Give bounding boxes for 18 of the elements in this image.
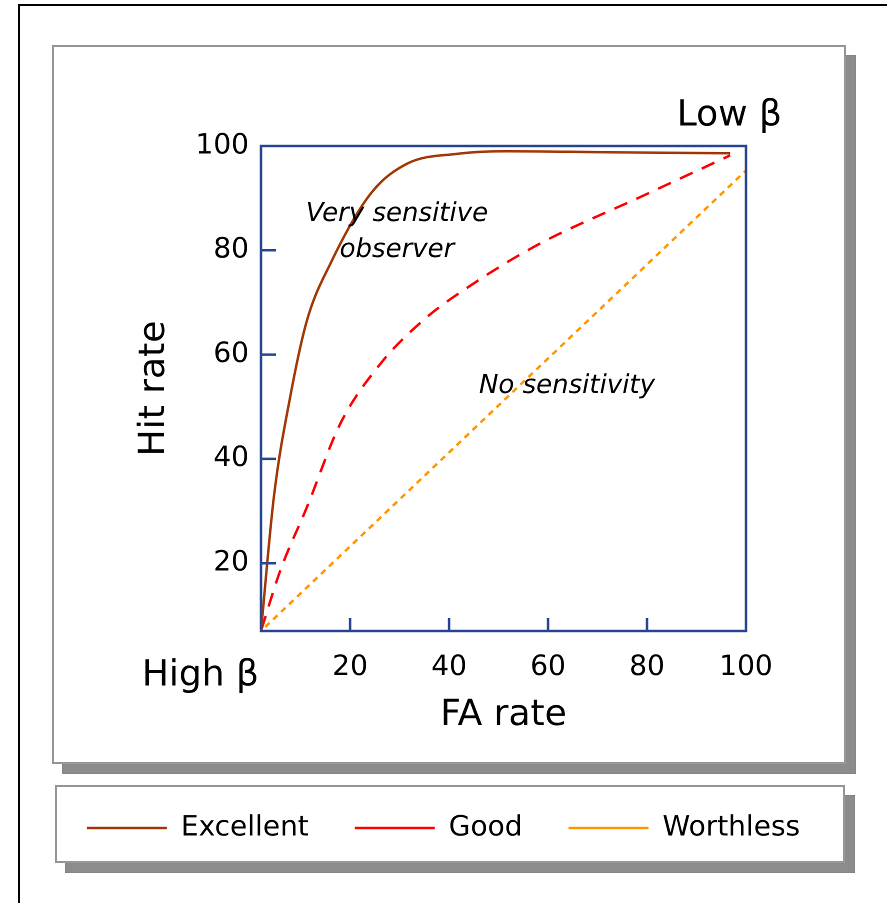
x-tick-label: 80 bbox=[629, 649, 665, 682]
y-tick-label: 20 bbox=[213, 544, 249, 578]
text: Low β bbox=[676, 93, 782, 134]
text: High β bbox=[142, 653, 259, 694]
x-axis-title: FA rate bbox=[440, 692, 567, 734]
y-tick-label: 40 bbox=[213, 440, 249, 474]
x-tick-label: 60 bbox=[530, 649, 566, 682]
y-tick-label: 80 bbox=[213, 232, 249, 265]
x-tick-label: 20 bbox=[332, 649, 368, 682]
y-tick-label: 100 bbox=[196, 127, 249, 160]
x-tick-label: 100 bbox=[719, 649, 773, 682]
y-tick-label: 60 bbox=[213, 336, 249, 369]
legend-label: Good bbox=[448, 809, 523, 842]
annotation: No sensitivity bbox=[478, 370, 656, 400]
legend-label: Worthless bbox=[662, 809, 800, 842]
x-tick-label: 40 bbox=[431, 649, 467, 682]
legend-label: Excellent bbox=[180, 809, 309, 842]
y-axis-title: Hit rate bbox=[132, 320, 173, 456]
